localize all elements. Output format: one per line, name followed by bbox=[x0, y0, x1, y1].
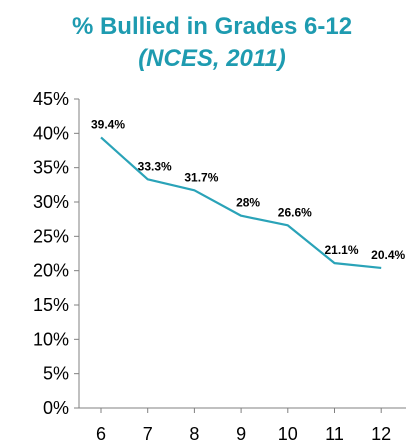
data-label: 26.6% bbox=[278, 205, 312, 219]
data-label: 21.1% bbox=[324, 243, 358, 257]
data-label: 39.4% bbox=[91, 117, 125, 131]
x-tick-label: 6 bbox=[96, 424, 106, 444]
axes bbox=[78, 99, 406, 409]
y-tick-label: 15% bbox=[33, 295, 69, 315]
y-tick-label: 20% bbox=[33, 261, 69, 281]
data-label: 28% bbox=[236, 196, 260, 210]
x-tick-label: 10 bbox=[278, 424, 298, 444]
y-tick-label: 25% bbox=[33, 226, 69, 246]
data-label: 20.4% bbox=[371, 248, 405, 262]
y-tick-label: 5% bbox=[43, 364, 69, 384]
data-label: 33.3% bbox=[138, 159, 172, 173]
x-tick-label: 9 bbox=[236, 424, 246, 444]
data-labels: 39.4% 33.3% 31.7% 28% 26.6% 21.1% 20.4% bbox=[91, 117, 406, 261]
y-tick-label: 45% bbox=[33, 89, 69, 109]
x-tick-label: 7 bbox=[143, 424, 153, 444]
x-tick-label: 8 bbox=[189, 424, 199, 444]
y-tick-label: 0% bbox=[43, 398, 69, 418]
x-axis-ticks: 6 7 8 9 10 11 12 bbox=[96, 408, 391, 444]
x-tick-label: 11 bbox=[325, 424, 344, 444]
y-tick-label: 40% bbox=[33, 123, 69, 143]
x-tick-label: 12 bbox=[371, 424, 391, 444]
series-bullied bbox=[100, 136, 382, 270]
y-tick-label: 35% bbox=[33, 158, 69, 178]
series-line bbox=[100, 136, 382, 270]
y-axis-ticks: 0% 5% 10% 15% 20% 25% 30% 35% 40% 45% bbox=[33, 89, 79, 418]
chart-title: % Bullied in Grades 6-12 bbox=[72, 13, 352, 40]
data-label: 31.7% bbox=[184, 170, 218, 184]
y-tick-label: 10% bbox=[33, 329, 69, 349]
chart-subtitle: (NCES, 2011) bbox=[138, 45, 286, 72]
y-tick-label: 30% bbox=[33, 192, 69, 212]
